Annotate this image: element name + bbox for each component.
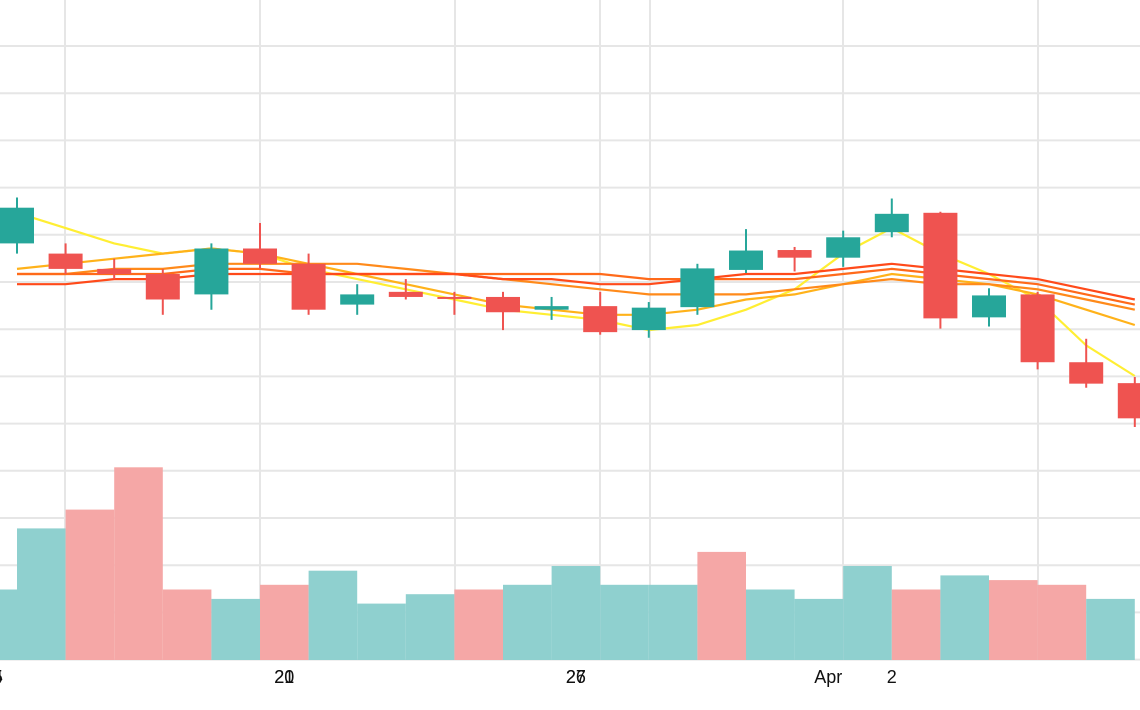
x-tick-label: 26 bbox=[566, 667, 586, 687]
volume-bar bbox=[648, 584, 698, 660]
volume-bar bbox=[891, 589, 941, 660]
volume-bar bbox=[551, 566, 601, 660]
volume-bar bbox=[1086, 598, 1135, 660]
volume-bar bbox=[405, 594, 455, 660]
candle-body bbox=[486, 296, 520, 313]
volume-bar bbox=[17, 528, 66, 660]
candle-body bbox=[97, 268, 132, 274]
grid bbox=[0, 0, 1140, 661]
volume-bar bbox=[0, 589, 17, 660]
candle-body bbox=[1117, 383, 1140, 419]
moving-averages bbox=[16, 211, 1136, 377]
moving-average-line bbox=[16, 211, 1136, 377]
volume-bar bbox=[600, 584, 649, 660]
candle-body bbox=[729, 250, 763, 270]
candle-body bbox=[145, 274, 180, 300]
volume-bar bbox=[454, 589, 503, 660]
volume-bar bbox=[794, 598, 844, 660]
x-tick-label: 2 bbox=[887, 667, 897, 687]
candle-body bbox=[680, 268, 715, 308]
candle-body bbox=[777, 250, 812, 258]
candle-body bbox=[437, 296, 472, 299]
candle-body bbox=[291, 263, 326, 310]
volume-bar bbox=[843, 566, 892, 660]
x-tick-label-overlay: 27 bbox=[566, 667, 586, 687]
candle-body bbox=[583, 306, 618, 333]
volume-bar bbox=[940, 575, 989, 660]
volume-bar bbox=[162, 589, 212, 660]
candle-body bbox=[1020, 294, 1055, 363]
candle-body bbox=[972, 295, 1006, 318]
volume-bar bbox=[697, 551, 746, 660]
candle-body bbox=[923, 212, 958, 319]
candle-body bbox=[631, 307, 666, 331]
volume-bars bbox=[0, 467, 1135, 660]
candle-body bbox=[48, 253, 83, 269]
volume-bar bbox=[989, 580, 1038, 660]
volume-bar bbox=[357, 603, 406, 660]
x-tick-label: 20 bbox=[274, 667, 294, 687]
candle-body bbox=[826, 237, 861, 258]
candle-body bbox=[194, 248, 229, 295]
candle-body bbox=[340, 294, 375, 305]
volume-bar bbox=[65, 509, 115, 660]
candle-body bbox=[243, 248, 277, 264]
candle-body bbox=[534, 306, 569, 310]
volume-bar bbox=[211, 598, 260, 660]
volume-bar bbox=[308, 570, 358, 660]
x-axis: 141520212627Apr2812 bbox=[0, 667, 897, 687]
candle-body bbox=[1069, 362, 1104, 384]
candle-body bbox=[0, 207, 34, 244]
candles bbox=[0, 197, 1140, 427]
volume-bar bbox=[114, 467, 163, 660]
volume-bar bbox=[503, 584, 552, 660]
x-tick-label-overlay: 15 bbox=[0, 667, 3, 687]
x-tick-label: 14 bbox=[0, 667, 3, 687]
candle-body bbox=[388, 291, 423, 297]
volume-bar bbox=[746, 589, 795, 660]
x-tick-label-overlay: 21 bbox=[274, 667, 294, 687]
candle-body bbox=[874, 213, 909, 233]
volume-bar bbox=[1037, 584, 1087, 660]
volume-bar bbox=[260, 584, 309, 660]
x-tick-label: Apr bbox=[814, 667, 842, 687]
